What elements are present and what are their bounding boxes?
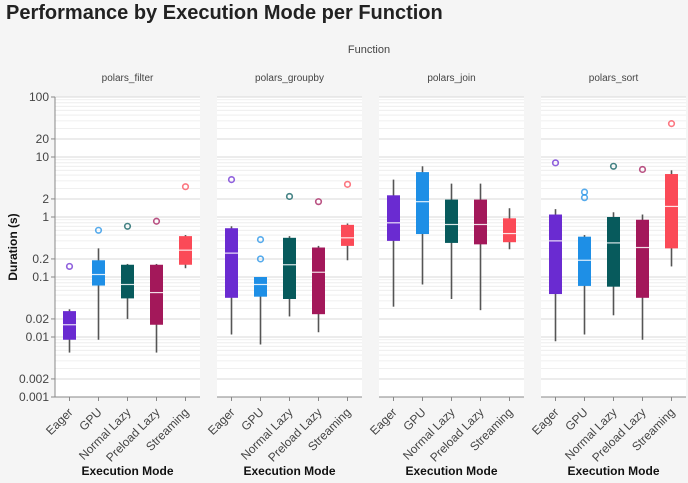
outlier-point: [667, 120, 676, 128]
x-tick-label: Eager: [529, 405, 562, 438]
facet-background: [55, 97, 200, 397]
y-tick-label: 0.002: [19, 372, 49, 386]
outlier-point: [256, 255, 265, 263]
y-tick-label: 0.001: [19, 390, 49, 404]
box-gpu: [578, 236, 591, 286]
x-axis-title: Execution Mode: [567, 464, 659, 478]
x-axis-title: Execution Mode: [81, 464, 173, 478]
outlier-point: [609, 162, 618, 170]
box-normal-lazy: [607, 217, 620, 287]
x-tick-label: Eager: [43, 405, 76, 438]
box-streaming: [341, 224, 354, 246]
box-eager: [387, 195, 400, 241]
outlier-point: [638, 165, 647, 174]
facet-label: polars_sort: [589, 73, 639, 84]
facet-label: polars_groupby: [255, 73, 324, 84]
y-tick-label: 0.01: [26, 330, 50, 344]
box-normal-lazy: [283, 237, 296, 299]
box-preload-lazy: [636, 219, 649, 298]
facet-label: polars_join: [427, 73, 475, 84]
box-gpu: [254, 277, 267, 297]
box-eager: [63, 311, 76, 340]
outlier-point: [343, 180, 352, 188]
x-axis-title: Execution Mode: [243, 464, 335, 478]
outlier-point: [256, 236, 265, 244]
outlier-point: [580, 188, 589, 196]
x-tick-label: Eager: [367, 405, 400, 438]
outlier-point: [551, 159, 560, 167]
chart-title: Performance by Execution Mode per Functi…: [6, 2, 443, 24]
outlier-point: [227, 176, 236, 184]
y-tick-label: 2: [42, 192, 49, 206]
y-tick-label: 1: [42, 210, 49, 224]
outlier-point: [314, 198, 323, 206]
outlier-point: [285, 192, 294, 201]
outlier-point: [181, 183, 190, 191]
x-axis-title: Execution Mode: [405, 464, 497, 478]
y-tick-label: 0.2: [32, 252, 49, 266]
outlier-point: [65, 262, 74, 271]
box-normal-lazy: [445, 199, 458, 243]
y-tick-label: 20: [36, 132, 50, 146]
box-gpu: [92, 260, 105, 286]
box-streaming: [503, 218, 516, 243]
y-tick-label: 0.02: [26, 312, 50, 326]
y-tick-label: 0.1: [32, 270, 49, 284]
box-gpu: [416, 172, 429, 235]
box-preload-lazy: [150, 264, 163, 325]
y-tick-label: 10: [36, 150, 50, 164]
facet-header-label: Function: [348, 44, 390, 56]
outlier-point: [94, 226, 103, 234]
box-streaming: [665, 174, 678, 249]
box-eager: [549, 214, 562, 295]
box-preload-lazy: [474, 199, 487, 245]
box-eager: [225, 228, 238, 298]
x-tick-label: Eager: [205, 405, 238, 438]
box-normal-lazy: [121, 264, 134, 299]
facet-label: polars_filter: [102, 73, 154, 84]
y-tick-label: 100: [29, 90, 49, 104]
y-axis-title: Duration (s): [6, 213, 20, 280]
box-preload-lazy: [312, 247, 325, 315]
outlier-point: [152, 217, 161, 225]
outlier-point: [123, 222, 132, 230]
